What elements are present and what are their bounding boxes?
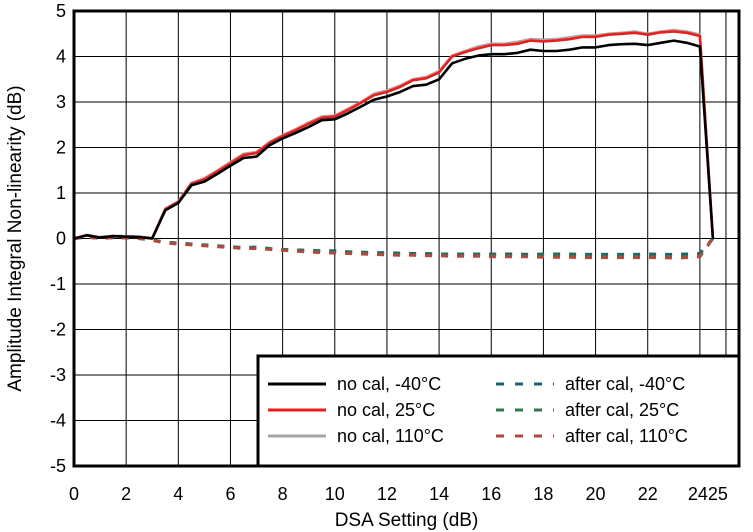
x-tick-labels: 0 2 4 6 8 10 12 14 16 18 20 22 24 25 [69, 484, 728, 504]
x-tick-label-9: 18 [533, 484, 553, 504]
x-tick-label-10: 20 [586, 484, 606, 504]
x-tick-label-11: 22 [638, 484, 658, 504]
x-tick-label-5: 10 [325, 484, 345, 504]
x-axis-label: DSA Setting (dB) [335, 510, 479, 531]
y-tick-label-1: -4 [50, 411, 66, 431]
y-tick-label-6: 1 [56, 183, 66, 203]
x-tick-label-6: 12 [377, 484, 397, 504]
x-tick-label-7: 14 [429, 484, 449, 504]
legend-label-5: after cal, 110°C [565, 426, 688, 446]
y-tick-label-8: 3 [56, 92, 66, 112]
x-tick-label-4: 8 [278, 484, 288, 504]
legend-label-1: no cal, 25°C [337, 400, 435, 420]
y-tick-label-2: -3 [50, 365, 66, 385]
y-tick-label-4: -1 [50, 274, 66, 294]
series-line-0 [73, 39, 715, 240]
legend-label-3: after cal, -40°C [565, 374, 685, 394]
x-tick-label-0: 0 [69, 484, 79, 504]
series-line-5 [73, 235, 715, 260]
y-tick-label-7: 2 [56, 138, 66, 158]
legend-label-4: after cal, 25°C [565, 400, 679, 420]
series-lines [73, 28, 715, 260]
legend: no cal, -40°C no cal, 25°C no cal, 110°C af… [256, 354, 741, 468]
y-tick-labels: -5 -4 -3 -2 -1 0 1 2 3 4 5 [50, 1, 66, 476]
y-tick-label-0: -5 [50, 456, 66, 476]
x-tick-label-3: 6 [225, 484, 235, 504]
x-tick-label-13: 25 [708, 484, 728, 504]
x-tick-label-8: 16 [481, 484, 501, 504]
series-line-3 [73, 235, 715, 256]
y-tick-label-9: 4 [56, 47, 66, 67]
y-tick-label-3: -2 [50, 320, 66, 340]
y-tick-label-10: 5 [56, 1, 66, 21]
legend-label-0: no cal, -40°C [337, 374, 441, 394]
y-axis-label: Amplitude Integral Non-linearity (dB) [5, 85, 26, 391]
x-tick-label-12: 24 [688, 484, 708, 504]
y-tick-label-5: 0 [56, 229, 66, 249]
x-tick-label-1: 2 [121, 484, 131, 504]
legend-label-2: no cal, 110°C [337, 426, 444, 446]
x-tick-label-2: 4 [173, 484, 183, 504]
